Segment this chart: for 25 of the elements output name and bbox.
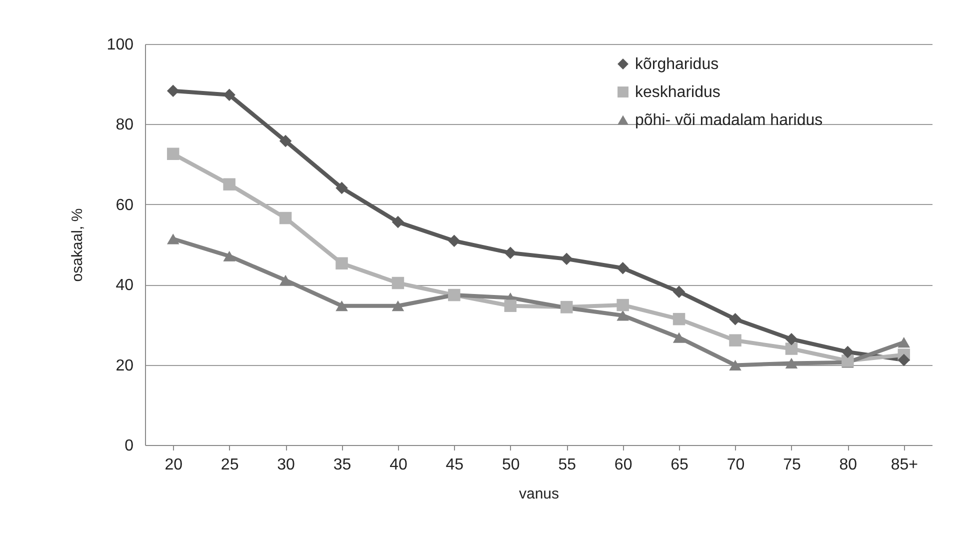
x-tick-label: 40 xyxy=(390,456,408,474)
legend-label: kõrgharidus xyxy=(635,56,719,73)
legend-label: keskharidus xyxy=(635,84,720,101)
legend-label: põhi- või madalam haridus xyxy=(635,112,823,129)
x-tick-label: 80 xyxy=(839,456,858,474)
y-tick-label: 0 xyxy=(124,438,134,454)
x-tick-label: 55 xyxy=(558,456,576,474)
x-tick-label: 60 xyxy=(614,456,632,474)
x-tick-label: 65 xyxy=(670,456,689,474)
y-tick-label: 60 xyxy=(116,196,134,214)
y-axis-title: osakaal, % xyxy=(68,208,86,282)
x-tick-label: 50 xyxy=(502,456,520,474)
x-tick-label: 30 xyxy=(277,456,296,474)
y-tick-label: 40 xyxy=(116,277,134,294)
y-tick-label: 20 xyxy=(116,357,134,374)
x-tick-label: 25 xyxy=(220,456,239,474)
x-tick-label: 45 xyxy=(446,456,464,474)
x-tick-label: 35 xyxy=(333,456,352,474)
x-tick-label: 75 xyxy=(783,456,801,474)
y-tick-label: 80 xyxy=(116,116,134,134)
x-axis-title: vanus xyxy=(518,486,560,502)
x-tick-label: 70 xyxy=(726,456,745,474)
x-tick-label: 85+ xyxy=(890,456,918,474)
x-tick-label: 20 xyxy=(164,456,183,474)
y-tick-label: 100 xyxy=(106,36,134,54)
